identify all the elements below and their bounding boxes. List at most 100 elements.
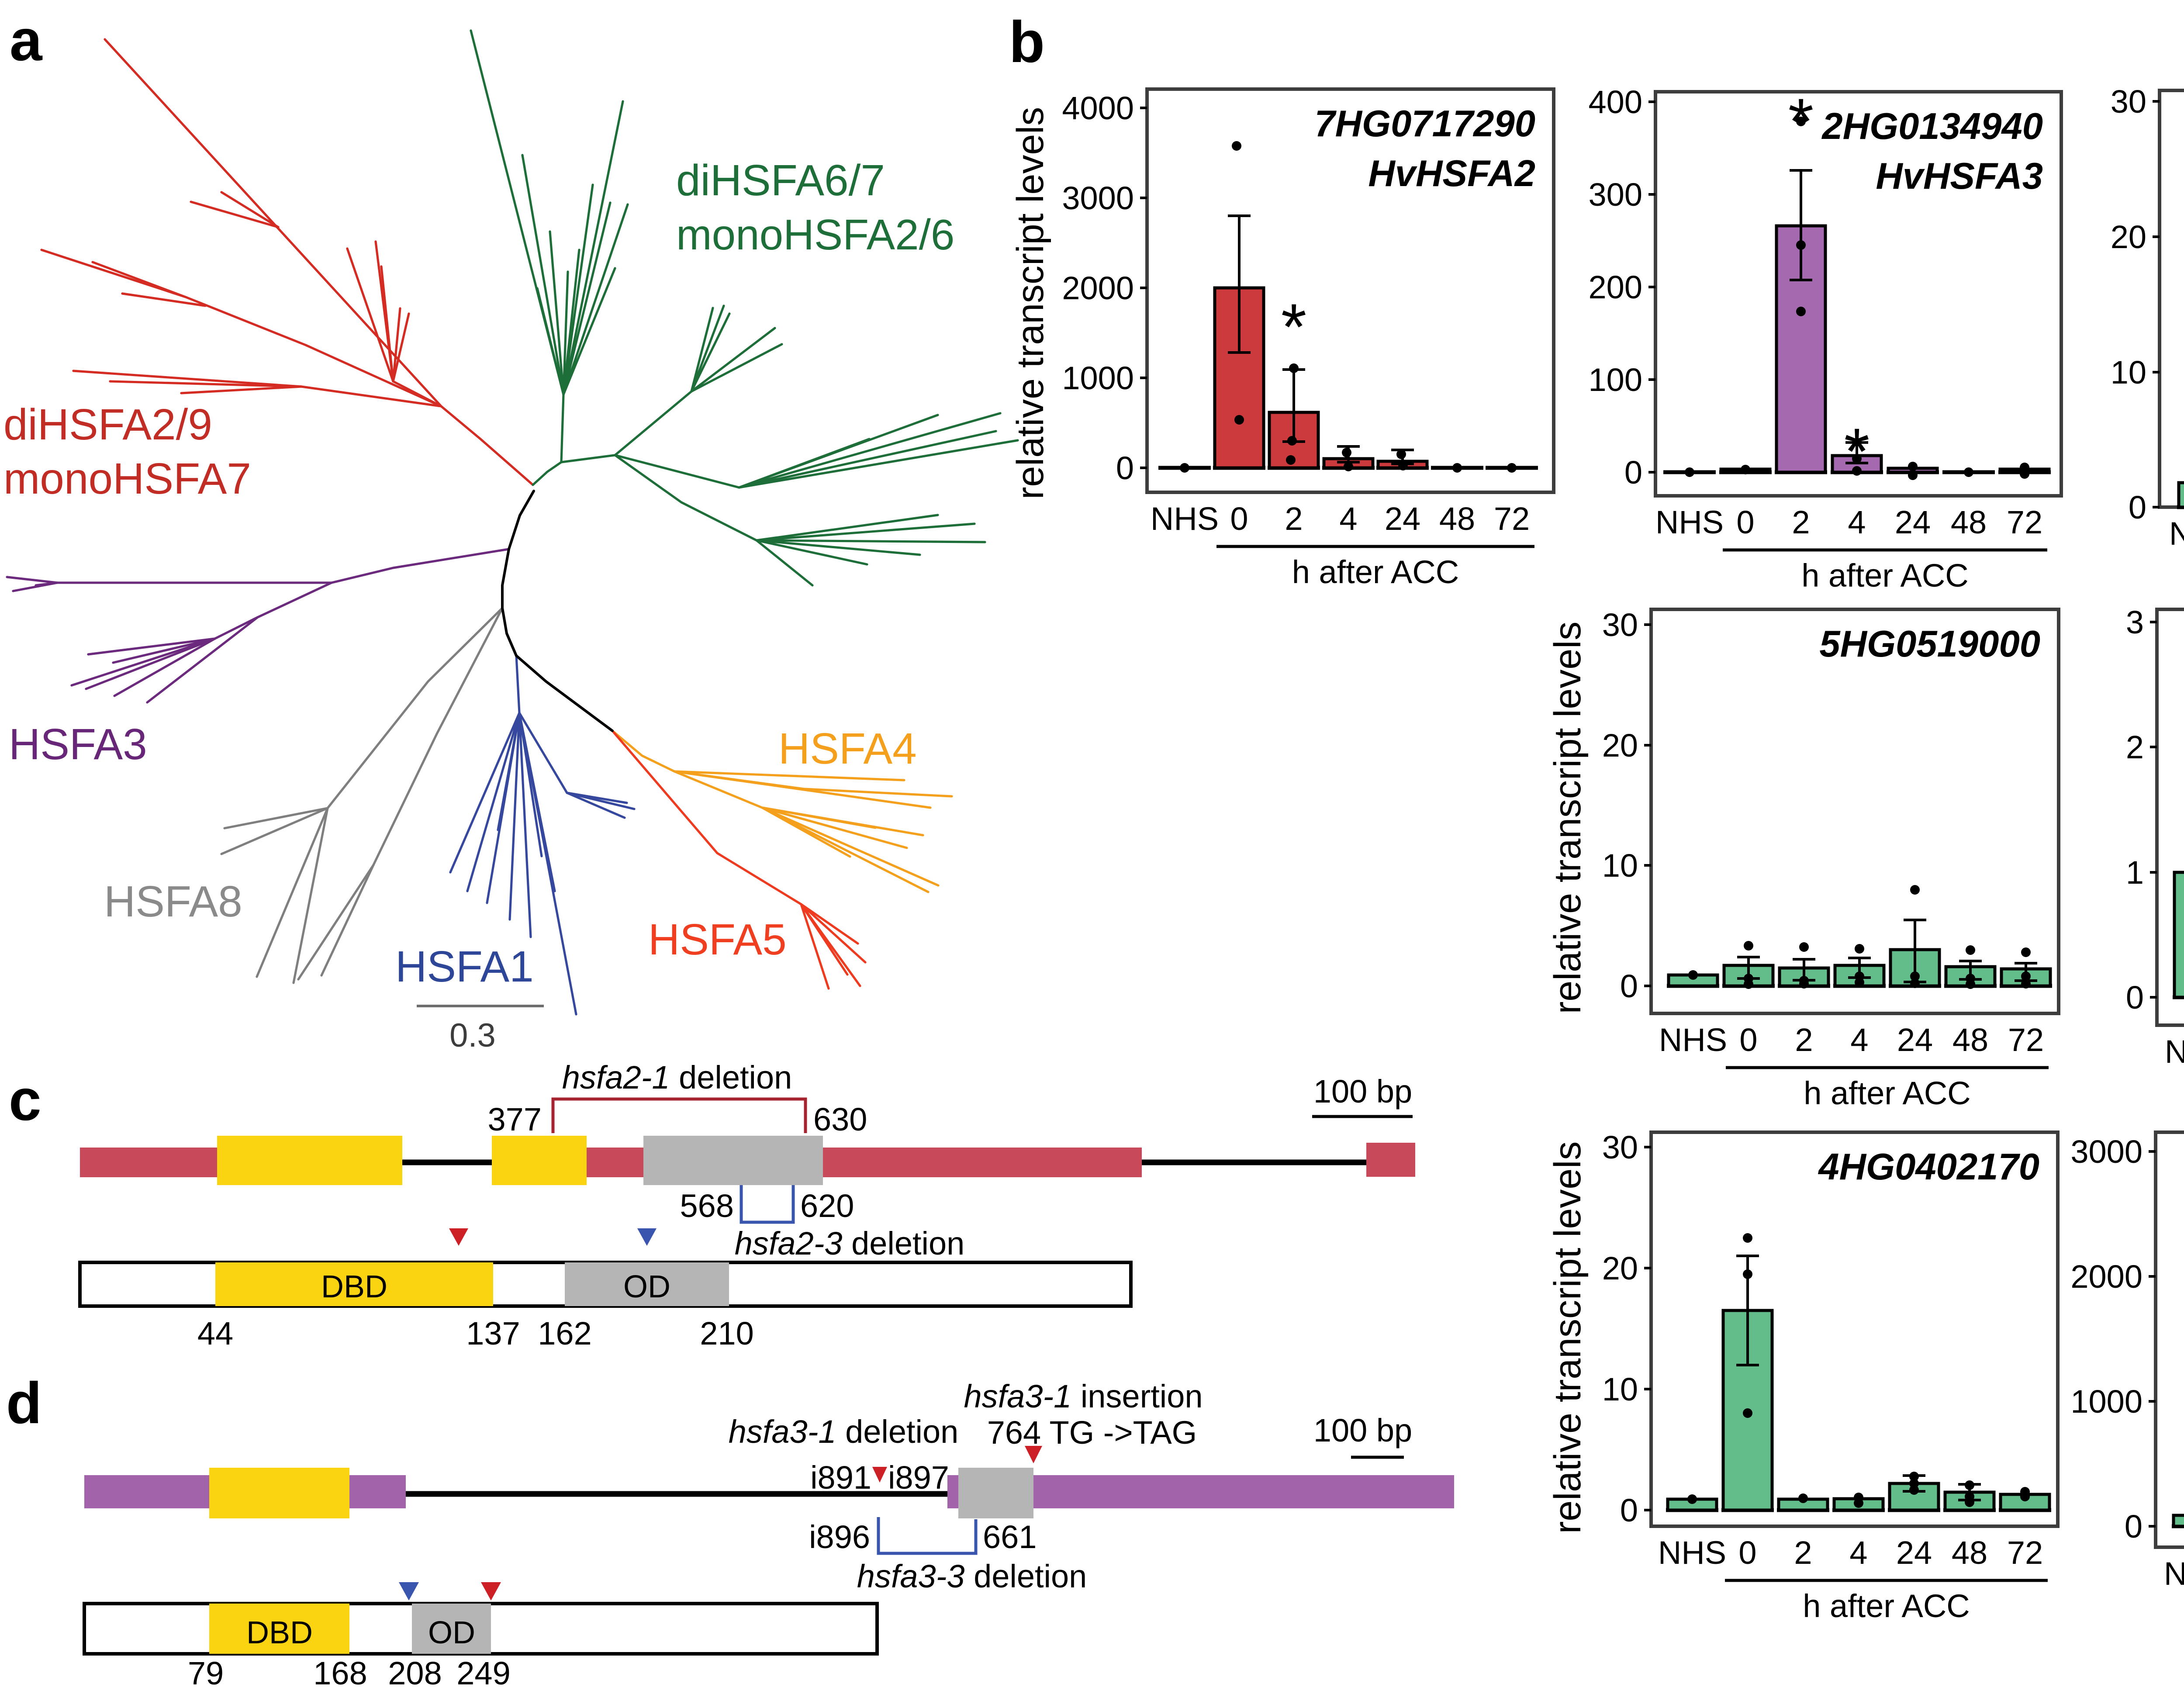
svg-text:1000: 1000 (1062, 360, 1134, 396)
svg-text:72: 72 (2008, 1022, 2044, 1058)
svg-text:0: 0 (1620, 968, 1638, 1004)
svg-text:h after ACC: h after ACC (1292, 554, 1459, 590)
svg-text:1: 1 (2126, 854, 2144, 891)
svg-text:2000: 2000 (1062, 270, 1134, 306)
svg-text:hsfa2-3 deletion: hsfa2-3 deletion (735, 1225, 965, 1262)
svg-text:7HG0717290: 7HG0717290 (1314, 103, 1535, 145)
svg-text:162: 162 (538, 1315, 591, 1352)
svg-text:h after ACC: h after ACC (1801, 557, 1969, 594)
svg-text:20: 20 (1602, 727, 1638, 764)
svg-text:0: 0 (1230, 501, 1248, 537)
svg-text:24: 24 (1385, 501, 1420, 537)
svg-text:4000: 4000 (1062, 90, 1134, 126)
svg-text:NHS: NHS (2164, 1556, 2184, 1592)
svg-text:*: * (1281, 290, 1306, 363)
svg-text:2HG0134940: 2HG0134940 (1821, 106, 2043, 147)
svg-text:i897: i897 (888, 1459, 949, 1496)
svg-text:72: 72 (1494, 501, 1530, 537)
svg-text:210: 210 (700, 1315, 753, 1352)
svg-text:i896: i896 (809, 1519, 870, 1555)
svg-text:72: 72 (2007, 1535, 2043, 1571)
svg-text:30: 30 (1602, 607, 1638, 643)
svg-text:HvHSFA2: HvHSFA2 (1368, 153, 1535, 194)
svg-text:HSFA4: HSFA4 (778, 724, 917, 773)
svg-text:2: 2 (1795, 1022, 1813, 1058)
svg-text:20: 20 (1602, 1250, 1638, 1286)
svg-text:NHS: NHS (1655, 504, 1724, 540)
svg-text:0: 0 (1624, 454, 1642, 491)
svg-text:HSFA8: HSFA8 (104, 877, 242, 926)
svg-text:HSFA1: HSFA1 (395, 942, 534, 991)
svg-text:diHSFA6/7: diHSFA6/7 (676, 156, 885, 205)
svg-text:OD: OD (428, 1615, 475, 1650)
svg-text:hsfa3-1 deletion: hsfa3-1 deletion (729, 1414, 959, 1450)
svg-text:1000: 1000 (2070, 1383, 2143, 1420)
svg-text:4: 4 (1339, 501, 1357, 537)
svg-text:4: 4 (1850, 1022, 1868, 1058)
svg-text:hsfa3-1 insertion: hsfa3-1 insertion (964, 1378, 1203, 1414)
svg-text:10: 10 (1602, 1371, 1638, 1407)
svg-text:249: 249 (456, 1655, 510, 1687)
svg-text:24: 24 (1897, 1022, 1933, 1058)
svg-text:44: 44 (197, 1315, 233, 1352)
svg-text:HSFA5: HSFA5 (648, 915, 787, 964)
svg-text:100: 100 (1589, 362, 1642, 398)
svg-text:*: * (1788, 85, 1814, 158)
svg-text:0: 0 (2126, 979, 2144, 1016)
svg-text:79: 79 (188, 1655, 224, 1687)
svg-text:168: 168 (313, 1655, 367, 1687)
svg-text:377: 377 (488, 1101, 542, 1137)
svg-text:30: 30 (2111, 83, 2146, 120)
svg-text:3000: 3000 (2070, 1134, 2143, 1170)
svg-text:0: 0 (1620, 1492, 1638, 1528)
svg-text:NHS: NHS (2169, 515, 2184, 552)
svg-text:DBD: DBD (246, 1615, 313, 1650)
svg-text:48: 48 (1951, 504, 1987, 540)
svg-text:0: 0 (2129, 489, 2146, 525)
svg-text:568: 568 (680, 1188, 734, 1224)
svg-text:620: 620 (800, 1188, 854, 1224)
svg-text:2: 2 (1792, 504, 1810, 540)
svg-text:relative transcript levels: relative transcript levels (1547, 1141, 1589, 1534)
svg-text:monoHSFA7: monoHSFA7 (3, 454, 251, 503)
svg-text:HvHSFA3: HvHSFA3 (1876, 156, 2043, 197)
svg-text:764 TG ->TAG: 764 TG ->TAG (987, 1414, 1197, 1451)
svg-text:3000: 3000 (1062, 180, 1134, 216)
svg-text:3: 3 (2126, 604, 2144, 640)
svg-text:20: 20 (2111, 219, 2146, 255)
svg-text:48: 48 (1439, 501, 1475, 537)
svg-text:137: 137 (466, 1315, 520, 1352)
svg-text:48: 48 (1952, 1022, 1988, 1058)
svg-text:relative transcript levels: relative transcript levels (1009, 107, 1051, 500)
svg-text:0: 0 (1738, 1535, 1756, 1571)
svg-text:0.3: 0.3 (449, 1017, 496, 1054)
svg-text:2: 2 (1285, 501, 1303, 537)
svg-text:48: 48 (1952, 1535, 1987, 1571)
svg-text:OD: OD (623, 1269, 670, 1304)
svg-text:30: 30 (1602, 1129, 1638, 1165)
svg-text:24: 24 (1896, 1535, 1932, 1571)
svg-text:10: 10 (2111, 354, 2146, 391)
svg-text:0: 0 (1736, 504, 1754, 540)
svg-text:661: 661 (983, 1519, 1037, 1555)
svg-text:2: 2 (2126, 729, 2144, 765)
svg-text:0: 0 (2125, 1508, 2143, 1545)
svg-text:c: c (9, 1068, 41, 1133)
svg-text:NHS: NHS (1658, 1535, 1726, 1571)
svg-text:d: d (6, 1371, 42, 1436)
svg-text:a: a (10, 8, 43, 73)
svg-text:i891: i891 (810, 1459, 871, 1496)
svg-text:b: b (1009, 10, 1045, 75)
svg-text:10: 10 (1602, 847, 1638, 884)
svg-text:NHS: NHS (2165, 1034, 2184, 1070)
svg-text:diHSFA2/9: diHSFA2/9 (3, 400, 212, 449)
svg-text:72: 72 (2007, 504, 2042, 540)
svg-text:HSFA3: HSFA3 (9, 720, 147, 769)
svg-text:NHS: NHS (1659, 1022, 1727, 1058)
svg-text:4: 4 (1849, 1535, 1867, 1571)
svg-text:4: 4 (1848, 504, 1866, 540)
svg-text:0: 0 (1116, 450, 1134, 486)
svg-text:*: * (1844, 415, 1870, 488)
svg-text:24: 24 (1895, 504, 1931, 540)
svg-text:hsfa3-3 deletion: hsfa3-3 deletion (857, 1558, 1087, 1594)
